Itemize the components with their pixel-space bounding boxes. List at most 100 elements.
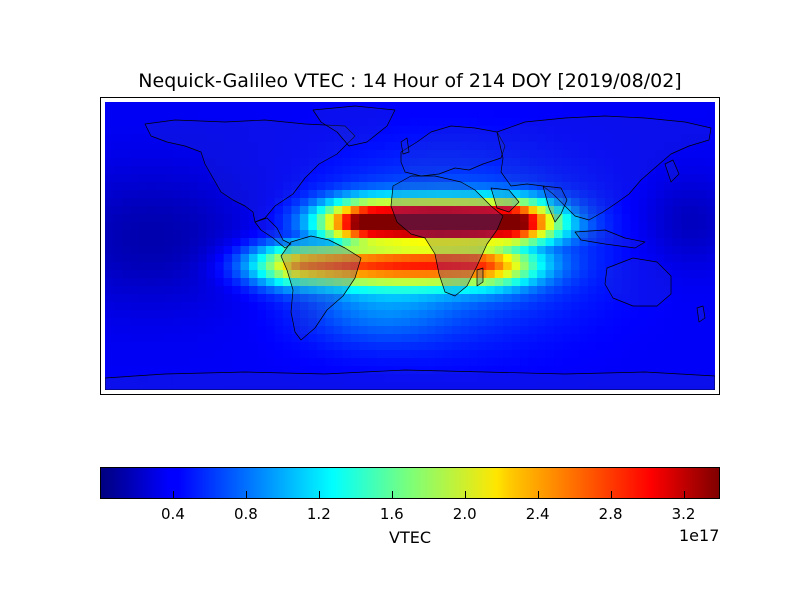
heatmap-cell	[376, 118, 386, 127]
heatmap-cell	[367, 350, 377, 359]
heatmap-cell	[587, 278, 597, 287]
heatmap-cell	[443, 318, 453, 327]
heatmap-cell	[376, 270, 386, 279]
heatmap-cell	[655, 318, 665, 327]
heatmap-cell	[706, 310, 715, 319]
heatmap-cell	[426, 278, 437, 287]
heatmap-cell	[570, 350, 581, 359]
heatmap-cell	[121, 134, 132, 143]
heatmap-cell	[147, 310, 157, 319]
heatmap-cell	[689, 342, 699, 351]
heatmap-cell	[435, 342, 445, 351]
heatmap-cell	[621, 286, 631, 295]
heatmap-cell	[418, 318, 428, 327]
heatmap-cell	[477, 374, 487, 383]
heatmap-cell	[503, 310, 513, 319]
heatmap-cell	[138, 214, 148, 223]
heatmap-cell	[579, 342, 589, 351]
heatmap-cell	[477, 150, 487, 159]
heatmap-cell	[638, 342, 648, 351]
heatmap-cell	[579, 374, 589, 383]
heatmap-cell	[596, 246, 606, 255]
heatmap-cell	[486, 310, 496, 319]
heatmap-cell	[189, 102, 199, 111]
heatmap-cell	[155, 126, 165, 135]
heatmap-cell	[367, 262, 377, 271]
heatmap-cell	[698, 174, 708, 183]
heatmap-cell	[316, 254, 326, 263]
heatmap-cell	[265, 374, 276, 383]
heatmap-cell	[511, 230, 521, 239]
heatmap-cell	[172, 222, 182, 231]
heatmap-cell	[172, 358, 182, 367]
heatmap-cell	[443, 182, 453, 191]
heatmap-cell	[410, 214, 420, 223]
heatmap-cell	[215, 198, 225, 207]
heatmap-cell	[528, 278, 538, 287]
heatmap-cell	[138, 110, 148, 119]
heatmap-cell	[443, 158, 453, 167]
heatmap-cell	[342, 246, 352, 255]
heatmap-cell	[452, 110, 462, 119]
heatmap-cell	[215, 342, 225, 351]
heatmap-cell	[486, 110, 496, 119]
heatmap-cell	[596, 358, 606, 367]
heatmap-cell	[155, 366, 165, 375]
heatmap-cell	[570, 262, 581, 271]
heatmap-cell	[545, 198, 555, 207]
heatmap-cell	[477, 382, 487, 390]
heatmap-cell	[477, 182, 487, 191]
heatmap-cell	[689, 246, 699, 255]
heatmap-cell	[232, 110, 242, 119]
heatmap-cell	[181, 286, 191, 295]
heatmap-cell	[537, 238, 547, 247]
heatmap-cell	[342, 222, 352, 231]
heatmap-cell	[511, 366, 521, 375]
heatmap-cell	[316, 110, 326, 119]
heatmap-cell	[384, 182, 394, 191]
heatmap-cell	[376, 326, 386, 335]
heatmap-cell	[486, 294, 496, 303]
heatmap-cell	[613, 270, 623, 279]
heatmap-cell	[316, 374, 326, 383]
heatmap-cell	[503, 238, 513, 247]
heatmap-cell	[113, 238, 123, 247]
heatmap-cell	[189, 334, 199, 343]
heatmap-cell	[537, 198, 547, 207]
continent-australia	[604, 257, 672, 307]
heatmap-cell	[621, 158, 631, 167]
heatmap-cell	[155, 334, 165, 343]
heatmap-cell	[410, 142, 420, 151]
heatmap-cell	[274, 166, 284, 175]
heatmap-cell	[537, 174, 547, 183]
heatmap-cell	[333, 134, 343, 143]
heatmap-cell	[621, 270, 631, 279]
heatmap-cell	[121, 358, 132, 367]
heatmap-cell	[333, 206, 343, 215]
heatmap-cell	[316, 134, 326, 143]
heatmap-cell	[299, 342, 309, 351]
heatmap-cell	[520, 158, 530, 167]
heatmap-cell	[698, 286, 708, 295]
heatmap-cell	[164, 230, 174, 239]
heatmap-cell	[486, 118, 496, 127]
heatmap-cell	[689, 270, 699, 279]
heatmap-cell	[333, 222, 343, 231]
heatmap-cell	[664, 214, 674, 223]
heatmap-cell	[545, 318, 555, 327]
heatmap-cell	[333, 126, 343, 135]
heatmap-cell	[604, 142, 614, 151]
heatmap-cell	[384, 238, 394, 247]
heatmap-cell	[435, 334, 445, 343]
heatmap-cell	[418, 254, 428, 263]
heatmap-cell	[147, 262, 157, 271]
heatmap-cell	[638, 238, 648, 247]
heatmap-cell	[232, 326, 242, 335]
heatmap-cell	[562, 110, 572, 119]
heatmap-cell	[562, 174, 572, 183]
heatmap-cell	[299, 374, 309, 383]
heatmap-cell	[384, 230, 394, 239]
heatmap-cell	[621, 174, 631, 183]
heatmap-cell	[638, 126, 648, 135]
heatmap-cell	[155, 214, 165, 223]
